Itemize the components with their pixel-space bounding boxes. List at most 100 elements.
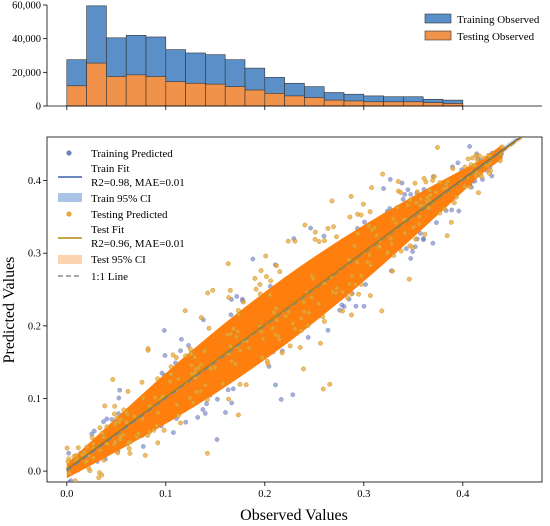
testing-point xyxy=(414,200,419,206)
testing-point xyxy=(287,343,293,349)
testing-point xyxy=(360,201,366,207)
training-point xyxy=(162,353,168,358)
training-point xyxy=(202,410,208,416)
testing-point xyxy=(227,343,233,349)
testing-point xyxy=(178,420,183,426)
legend-swatch-train-ci xyxy=(58,193,82,202)
testing-point xyxy=(263,253,269,259)
testing-point xyxy=(474,157,480,163)
training-point xyxy=(353,303,359,309)
testing-point xyxy=(154,423,160,429)
training-point xyxy=(361,303,367,309)
histogram-legend: Training Observed Testing Observed xyxy=(424,13,540,43)
testing-point xyxy=(444,233,450,239)
scatter-y-tick-label: 0.0 xyxy=(28,467,41,478)
hist-bar-testing-5 xyxy=(165,81,186,107)
testing-point xyxy=(453,194,459,200)
testing-point xyxy=(161,427,167,433)
testing-point xyxy=(365,259,370,265)
testing-point xyxy=(127,450,133,456)
testing-point xyxy=(99,472,105,478)
testing-point xyxy=(125,388,131,394)
testing-point xyxy=(437,210,443,216)
training-point xyxy=(305,334,311,340)
testing-point xyxy=(349,291,354,297)
testing-point xyxy=(237,348,243,353)
testing-point xyxy=(320,386,326,392)
testing-point xyxy=(348,193,354,199)
testing-point xyxy=(139,379,145,385)
legend-label-training-predicted: Training Predicted xyxy=(91,148,173,160)
training-point xyxy=(456,208,462,214)
testing-point xyxy=(406,276,412,282)
testing-point xyxy=(210,287,216,293)
testing-point xyxy=(479,174,484,179)
testing-point xyxy=(145,433,151,438)
testing-point xyxy=(126,439,132,445)
testing-point xyxy=(72,478,78,482)
testing-point xyxy=(325,226,331,231)
testing-point xyxy=(168,371,174,377)
legend-label-train-ci: Train 95% CI xyxy=(91,193,151,205)
testing-point xyxy=(413,236,419,242)
testing-point xyxy=(253,286,259,292)
testing-point xyxy=(198,362,204,367)
legend-swatch-training-observed xyxy=(424,13,452,24)
testing-point xyxy=(405,202,410,208)
hist-bar-testing-0 xyxy=(66,85,87,107)
testing-point xyxy=(297,345,303,350)
training-point xyxy=(117,387,123,393)
testing-point xyxy=(230,326,236,332)
testing-point xyxy=(388,236,394,241)
training-point xyxy=(250,256,256,262)
testing-point xyxy=(113,439,118,445)
testing-point xyxy=(234,334,239,340)
testing-point xyxy=(257,282,263,287)
testing-point xyxy=(476,190,481,196)
testing-point xyxy=(204,397,210,403)
testing-point xyxy=(312,236,318,242)
training-point xyxy=(195,414,201,420)
training-point xyxy=(387,176,393,182)
histogram-y-tick-label: 0 xyxy=(36,102,41,113)
testing-point xyxy=(167,379,173,384)
testing-point xyxy=(465,156,471,162)
histogram-y-tick-label: 40,000 xyxy=(12,34,41,45)
training-point xyxy=(308,225,314,231)
training-point xyxy=(183,419,189,425)
scatter-y-tick-label: 0.2 xyxy=(28,321,41,332)
testing-point xyxy=(170,352,176,358)
training-point xyxy=(159,370,165,376)
testing-point xyxy=(202,348,207,354)
testing-point xyxy=(274,263,279,268)
histogram-y-tick-label: 20,000 xyxy=(12,68,41,79)
testing-point xyxy=(487,153,493,159)
training-point xyxy=(403,246,409,252)
testing-point xyxy=(367,209,373,215)
testing-point xyxy=(356,291,361,297)
testing-point xyxy=(302,222,308,228)
hist-bar-testing-15 xyxy=(363,101,384,107)
testing-point xyxy=(268,278,274,284)
testing-point xyxy=(64,445,70,451)
testing-point xyxy=(310,275,316,281)
testing-point xyxy=(416,221,422,227)
testing-point xyxy=(391,253,397,258)
testing-point xyxy=(139,416,145,422)
training-point xyxy=(178,348,183,354)
testing-point xyxy=(450,166,456,172)
testing-point xyxy=(414,189,420,195)
testing-point xyxy=(101,434,106,440)
testing-point xyxy=(368,262,373,268)
testing-point xyxy=(340,289,345,295)
testing-point xyxy=(409,244,415,250)
training-point xyxy=(321,233,327,239)
testing-point xyxy=(102,403,108,409)
testing-point xyxy=(433,189,439,195)
testing-point xyxy=(330,289,336,295)
testing-point xyxy=(193,389,199,395)
testing-point xyxy=(136,431,142,437)
hist-bar-testing-8 xyxy=(224,86,246,107)
testing-point xyxy=(306,310,312,316)
hist-bar-testing-6 xyxy=(185,82,206,107)
